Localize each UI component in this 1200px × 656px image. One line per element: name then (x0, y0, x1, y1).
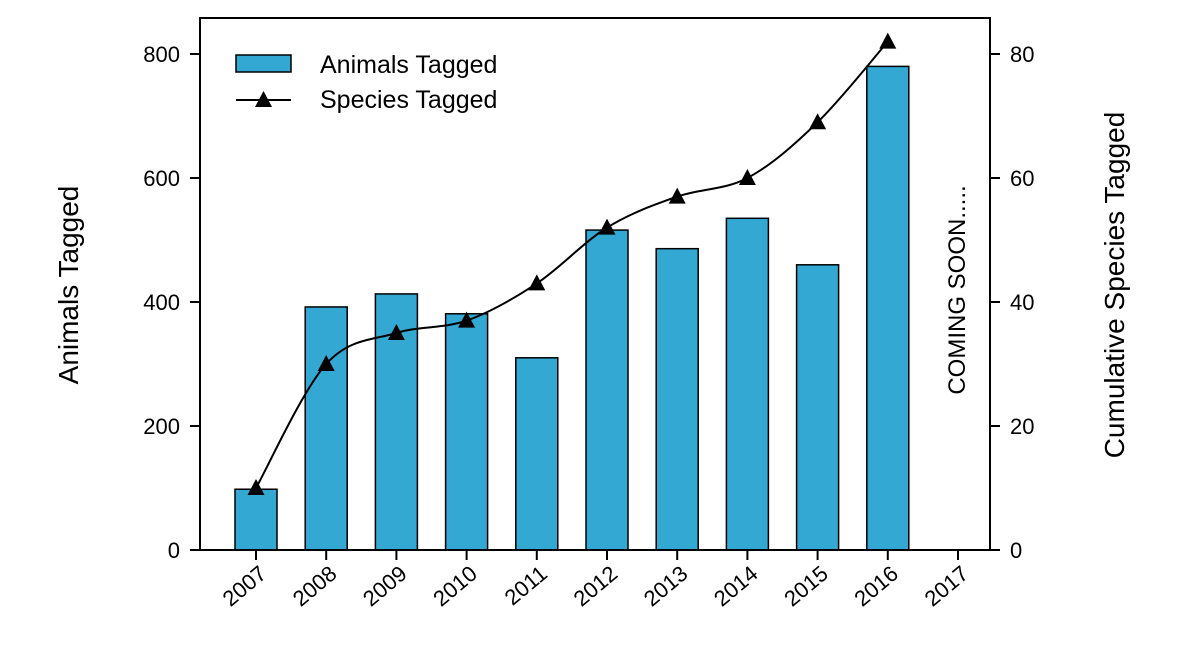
y-tick-label: 200 (143, 414, 180, 439)
y-axis-label: Animals Tagged (53, 186, 84, 385)
bar-2010 (444, 313, 489, 551)
y2-tick-label: 60 (1010, 166, 1034, 191)
x-tick-label: 2012 (569, 561, 623, 612)
bar-2012 (585, 229, 629, 551)
x-tick-label: 2010 (428, 561, 482, 612)
bar-2015 (795, 264, 840, 551)
y2-axis-label: Cumulative Species Tagged (1099, 112, 1130, 459)
species-marker-2010 (458, 311, 476, 328)
y2-tick-label: 20 (1010, 414, 1034, 439)
y-tick-label: 800 (143, 42, 180, 67)
legend: Animals Tagged Species Tagged (235, 51, 497, 114)
species-marker-2016 (879, 32, 897, 49)
x-tick-label: 2013 (639, 561, 693, 612)
y-tick-label: 0 (168, 538, 180, 563)
plot-frame (199, 17, 991, 551)
species-marker-2009 (387, 324, 405, 340)
species-marker-2012 (598, 218, 616, 235)
species-marker-2011 (528, 274, 546, 291)
x-tick-label: 2016 (849, 561, 903, 612)
bar-2013 (655, 247, 699, 551)
y-tick-label: 400 (143, 290, 180, 315)
x-tick-label: 2015 (779, 561, 833, 612)
species-line (255, 40, 889, 489)
legend-marker-species (255, 91, 272, 107)
y2-tick-label: 0 (1010, 538, 1022, 563)
bar-2008 (304, 306, 348, 551)
annotation-coming-soon: COMING SOON..... (944, 185, 971, 394)
y2-tick-label: 40 (1010, 290, 1034, 315)
x-tick-label: 2017 (920, 561, 974, 612)
species-marker-2008 (317, 355, 335, 371)
x-tick-label: 2014 (709, 561, 763, 612)
y2-tick-label: 80 (1010, 42, 1034, 67)
y-tick-label: 600 (143, 166, 180, 191)
x-tick-label: 2009 (358, 561, 412, 612)
x-tick-label: 2008 (288, 561, 342, 612)
bar-2016 (866, 65, 910, 551)
species-marker-2015 (809, 113, 827, 130)
species-marker-2013 (668, 187, 686, 204)
legend-swatch-animals (235, 54, 292, 73)
legend-label-animals: Animals Tagged (320, 51, 497, 79)
x-tick-label: 2011 (500, 561, 552, 611)
bar-2011 (515, 357, 559, 551)
x-tick-label: 2007 (218, 561, 272, 612)
species-marker-2007 (247, 479, 265, 495)
bar-2007 (234, 488, 278, 551)
legend-label-species: Species Tagged (320, 86, 497, 114)
species-marker-2014 (738, 169, 756, 185)
bar-2014 (725, 217, 770, 551)
